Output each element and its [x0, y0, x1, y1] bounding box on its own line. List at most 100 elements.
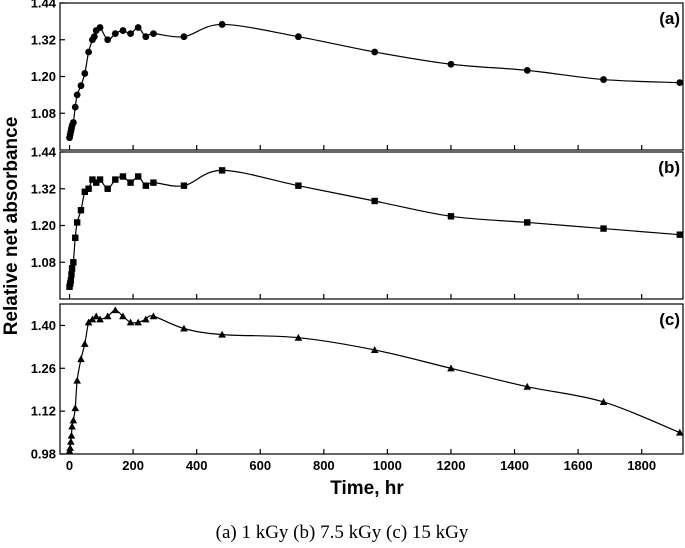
- data-point: [180, 324, 188, 332]
- data-point: [119, 173, 127, 180]
- x-tick-label: 1400: [500, 458, 529, 473]
- y-axis-title: Relative net absorbance: [1, 117, 22, 336]
- data-point: [126, 318, 135, 326]
- data-point: [67, 277, 75, 284]
- plot-frame: [59, 2, 684, 151]
- data-point: [180, 33, 188, 41]
- data-point: [295, 182, 302, 189]
- panel-label: (c): [659, 310, 680, 329]
- data-point: [103, 312, 112, 320]
- y-tick-label: 1.08: [31, 106, 56, 121]
- x-tick-label: 1200: [437, 458, 466, 473]
- data-point: [71, 404, 80, 412]
- data-point: [96, 24, 104, 31]
- data-point: [85, 185, 92, 192]
- x-tick-label: 400: [186, 458, 208, 473]
- data-point: [96, 176, 104, 183]
- data-point: [66, 444, 74, 451]
- data-point: [68, 422, 76, 430]
- x-tick-label: 800: [313, 458, 335, 473]
- x-tick-label: 1800: [627, 458, 656, 473]
- data-point: [676, 79, 684, 87]
- data-point: [104, 36, 112, 44]
- y-tick-label: 1.40: [31, 318, 56, 333]
- data-point: [447, 213, 455, 220]
- y-tick-label: 1.44: [31, 0, 57, 11]
- data-point: [77, 355, 85, 363]
- data-point: [119, 27, 127, 34]
- data-point: [69, 119, 77, 126]
- data-point: [77, 82, 85, 90]
- panel-3: 0.98 1.12 1.26 1.40 0 200 400 600 800 1000 1200 140…: [31, 303, 684, 473]
- chart-panels: 1.08 1.20 1.32 1.44 (a) 1.08 1.20 1.32 1.44 (b) 0.…: [31, 0, 684, 473]
- data-point: [96, 315, 104, 323]
- data-point: [371, 48, 379, 56]
- data-point: [80, 339, 89, 347]
- data-point: [70, 259, 77, 266]
- data-point: [68, 265, 76, 272]
- data-point: [104, 185, 111, 192]
- data-point: [600, 225, 607, 232]
- data-point: [71, 103, 79, 111]
- data-point: [523, 66, 531, 74]
- data-point: [370, 346, 379, 353]
- data-point: [92, 312, 101, 320]
- series-line: [68, 169, 680, 287]
- panel-1: 1.08 1.20 1.32 1.44 (a): [31, 0, 684, 151]
- data-point: [600, 76, 607, 83]
- data-point: [85, 48, 93, 56]
- data-point: [294, 333, 303, 341]
- plot-frame: [59, 151, 684, 300]
- data-point: [218, 21, 226, 28]
- data-point: [150, 179, 157, 186]
- data-point: [77, 206, 85, 214]
- data-point: [84, 318, 93, 326]
- data-point: [69, 416, 78, 424]
- data-point: [88, 315, 97, 323]
- data-point: [73, 376, 81, 384]
- data-point: [127, 179, 134, 186]
- figure-caption: (a) 1 kGy (b) 7.5 kGy (c) 15 kGy: [216, 522, 469, 543]
- data-point: [67, 437, 75, 445]
- data-point: [93, 179, 100, 186]
- y-tick-label: 1.12: [31, 404, 56, 419]
- data-point: [67, 431, 76, 439]
- data-point: [111, 306, 120, 314]
- data-point: [599, 398, 608, 405]
- plot-frame: [59, 303, 684, 455]
- y-tick-label: 1.32: [31, 181, 56, 196]
- data-point: [68, 271, 75, 278]
- data-point: [127, 30, 134, 38]
- y-tick-label: 1.26: [31, 361, 56, 376]
- x-tick-label: 1600: [564, 458, 593, 473]
- data-point: [81, 188, 88, 196]
- data-point: [523, 382, 532, 390]
- y-tick-label: 1.32: [31, 32, 56, 47]
- data-point: [218, 330, 226, 338]
- panel-label: (b): [658, 158, 680, 177]
- y-tick-label: 1.20: [31, 218, 56, 233]
- data-point: [111, 30, 119, 38]
- data-point: [676, 231, 684, 238]
- data-point: [524, 219, 531, 226]
- data-point: [447, 364, 455, 372]
- x-tick-label: 600: [249, 458, 271, 473]
- data-point: [119, 312, 127, 320]
- data-point: [180, 182, 188, 189]
- data-point: [112, 176, 119, 183]
- data-point: [142, 315, 150, 323]
- y-tick-label: 1.44: [31, 145, 57, 160]
- series-line: [68, 23, 680, 138]
- data-point: [72, 234, 79, 241]
- data-point: [134, 173, 142, 180]
- data-point: [89, 176, 96, 183]
- x-tick-label: 200: [122, 458, 144, 473]
- x-tick-label: 1000: [373, 458, 402, 473]
- data-point: [447, 60, 455, 68]
- panel-label: (a): [659, 9, 680, 28]
- y-tick-label: 0.98: [31, 447, 56, 462]
- data-point: [81, 70, 89, 77]
- x-axis-title: Time, hr: [330, 478, 404, 499]
- data-point: [73, 219, 81, 226]
